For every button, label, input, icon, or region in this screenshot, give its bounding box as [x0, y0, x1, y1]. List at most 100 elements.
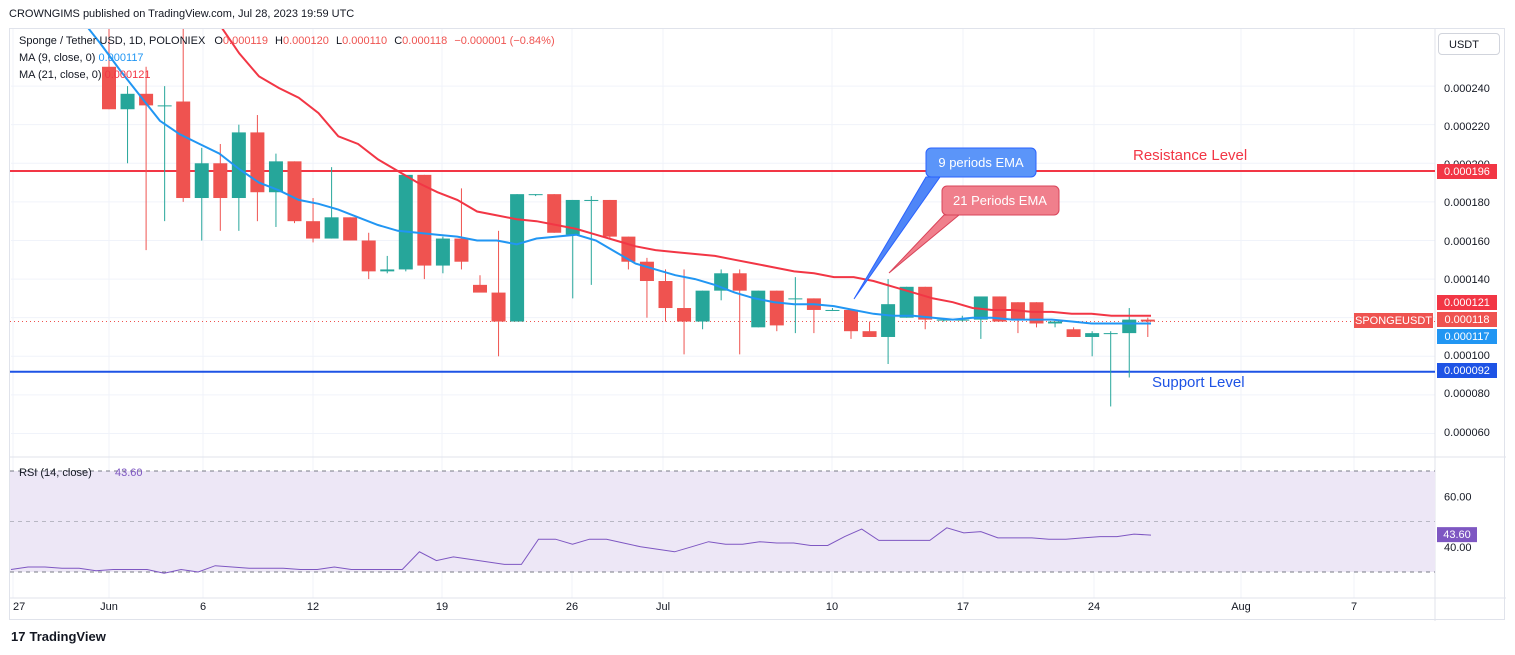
- ma21-label: MA (21, close, 0): [19, 69, 102, 81]
- legend-main: Sponge / Tether USD, 1D, POLONIEX O0.000…: [19, 35, 555, 47]
- y-tick-label: 0.000220: [1444, 121, 1490, 133]
- footer-brand[interactable]: 17 TradingView: [11, 629, 106, 644]
- rsi-label: RSI (14, close): [19, 467, 92, 479]
- candle-down: [287, 161, 302, 222]
- support-annotation: Support Level: [1152, 374, 1245, 391]
- candle-down: [992, 296, 1007, 322]
- candle-down: [1066, 329, 1081, 337]
- badge-last-price-bg: [1437, 312, 1497, 327]
- x-tick-label: Jun: [100, 601, 118, 613]
- candle-up: [120, 93, 135, 110]
- candle-up: [695, 290, 710, 322]
- candle-down: [417, 174, 432, 266]
- badge-ma21: 0.000121: [1444, 297, 1490, 309]
- candle-down: [213, 163, 228, 199]
- x-tick-label: 24: [1088, 601, 1100, 613]
- candle-down: [677, 308, 692, 322]
- tradingview-logo-icon: 17: [11, 629, 26, 644]
- badge-resistance-bg: [1437, 164, 1497, 179]
- candle-up: [825, 309, 840, 311]
- candle-up: [398, 174, 413, 270]
- ema21-callout-text: 21 Periods EMA: [953, 193, 1047, 208]
- rsi-tick-label: 40.00: [1444, 542, 1472, 554]
- open-label: O: [214, 35, 223, 47]
- badge-ma9: 0.000117: [1444, 331, 1489, 343]
- x-tick-label: 6: [200, 601, 206, 613]
- candle-down: [602, 199, 617, 237]
- candle-down: [139, 93, 154, 106]
- candle-up: [881, 304, 896, 337]
- candle-down: [621, 236, 636, 262]
- candle-down: [918, 286, 933, 320]
- candle-down: [1140, 319, 1155, 322]
- candle-down: [454, 238, 469, 262]
- candle-up: [194, 163, 209, 199]
- close-value: 0.000118: [402, 35, 448, 47]
- y-tick-label: 0.000100: [1444, 350, 1490, 362]
- publisher-line: CROWNGIMS published on TradingView.com, …: [9, 8, 355, 20]
- rsi-badge: 43.60: [1443, 529, 1471, 541]
- rsi-line: [10, 527, 1152, 574]
- chart-frame: Resistance Level Support Level 9 periods E…: [9, 28, 1506, 621]
- candle-up: [380, 269, 395, 272]
- x-tick-label: 26: [566, 601, 578, 613]
- y-tick-label: 0.000080: [1444, 388, 1490, 400]
- high-label: H: [275, 35, 283, 47]
- candle-down: [473, 284, 487, 293]
- badge-resistance: 0.000196: [1444, 166, 1490, 178]
- candle-down: [361, 240, 376, 272]
- ma21-value: 0.000121: [104, 69, 151, 81]
- high-value: 0.000120: [283, 35, 329, 47]
- x-tick-label: 10: [826, 601, 838, 613]
- rsi-badge-bg: [1437, 527, 1477, 543]
- badge-last-price: 0.000118: [1444, 314, 1489, 326]
- badge-support: 0.000092: [1444, 365, 1490, 377]
- candle-up: [231, 132, 246, 199]
- badge-support-bg: [1437, 363, 1497, 378]
- x-tick-label: Aug: [1231, 601, 1251, 613]
- legend-ma9: MA (9, close, 0) 0.000117: [19, 52, 144, 64]
- rsi-tick-label: 60.00: [1444, 491, 1472, 503]
- legend-ma21: MA (21, close, 0) 0.000121: [19, 69, 151, 81]
- candle-down: [306, 221, 321, 239]
- candle-up: [584, 199, 599, 201]
- badge-ma9-bg: [1437, 329, 1497, 344]
- badge-ticker-bg: [1354, 313, 1433, 328]
- candle-up: [788, 298, 803, 300]
- candle-up: [528, 194, 543, 196]
- badge-ma21-bg: [1437, 295, 1497, 310]
- candle-up: [324, 217, 339, 239]
- candle-down: [844, 309, 858, 332]
- close-label: C: [394, 35, 403, 47]
- ema9-callout-text: 9 periods EMA: [938, 155, 1024, 170]
- candle-up: [936, 319, 951, 321]
- candle-down: [732, 273, 747, 291]
- chart-svg[interactable]: Resistance Level Support Level 9 periods E…: [10, 29, 1506, 621]
- candle-up: [899, 286, 914, 318]
- candle-down: [769, 290, 784, 326]
- candle-down: [176, 101, 191, 199]
- candle-down: [658, 281, 673, 309]
- y-tick-label: 0.000160: [1444, 236, 1490, 248]
- change-value: −0.000001 (−0.84%): [454, 35, 555, 47]
- ma21-line: [221, 29, 1151, 317]
- x-tick-label: 19: [436, 601, 448, 613]
- candle-up: [751, 290, 766, 328]
- candle-up: [510, 194, 525, 322]
- y-tick-label: 0.000240: [1444, 83, 1490, 95]
- footer-brand-text: TradingView: [29, 629, 106, 644]
- currency-button[interactable]: USDT: [1438, 33, 1500, 55]
- candle-up: [435, 238, 450, 266]
- x-tick-label: 27: [13, 601, 25, 613]
- x-tick-label: 12: [307, 601, 319, 613]
- badge-ticker: SPONGEUSDT: [1355, 315, 1432, 327]
- candle-up: [1048, 321, 1063, 324]
- x-tick-label: 17: [957, 601, 969, 613]
- candle-down: [343, 217, 358, 241]
- y-tick-label: 0.000140: [1444, 274, 1490, 286]
- y-tick-label: 0.000060: [1444, 427, 1490, 439]
- candle-up: [955, 319, 970, 321]
- ema21-callout-box: [941, 185, 1060, 216]
- x-tick-label: Jul: [656, 601, 670, 613]
- candle-up: [1085, 333, 1100, 337]
